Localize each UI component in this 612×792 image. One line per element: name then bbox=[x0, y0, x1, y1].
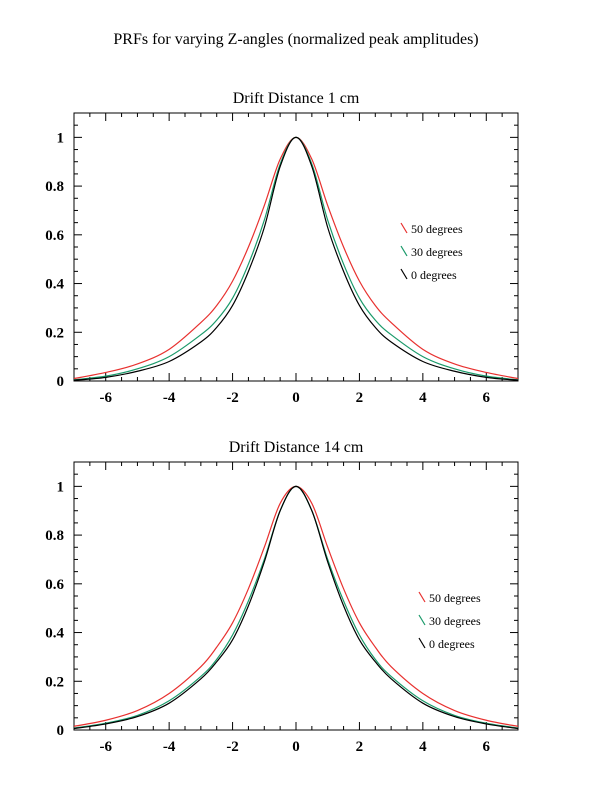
x-tick-label: -2 bbox=[226, 739, 239, 755]
chart-panel-1: Drift Distance 1 cm -6 -4 -2 0 2 4 6 0 0.2 0.4 0.6… bbox=[45, 90, 519, 406]
series-curves bbox=[73, 136, 519, 381]
legend: 50 degrees 30 degrees 0 degrees bbox=[400, 222, 463, 282]
y-tick-label: 0 bbox=[57, 374, 65, 390]
x-tick-label: 6 bbox=[483, 739, 491, 755]
x-tick-label: -6 bbox=[99, 739, 112, 755]
legend-label: 0 degrees bbox=[411, 268, 457, 282]
chart-title: Drift Distance 1 cm bbox=[233, 90, 360, 107]
y-tick-label: 0.2 bbox=[45, 325, 64, 341]
tick-labels: -6 -4 -2 0 2 4 6 0 0.2 0.4 0.6 0.8 1 bbox=[45, 130, 490, 406]
legend-label: 30 degrees bbox=[411, 245, 463, 259]
legend-label: 30 degrees bbox=[429, 614, 481, 628]
series-line bbox=[73, 485, 519, 730]
series-curves bbox=[73, 485, 519, 730]
series-line bbox=[73, 136, 519, 381]
figure-title: PRFs for varying Z-angles (normalized pe… bbox=[113, 31, 478, 48]
legend-swatch bbox=[418, 637, 426, 649]
y-tick-label: 0 bbox=[57, 723, 65, 739]
x-tick-label: 4 bbox=[419, 739, 427, 755]
x-tick-label: 0 bbox=[292, 390, 300, 406]
y-tick-label: 0.4 bbox=[45, 626, 64, 642]
y-tick-label: 1 bbox=[57, 479, 65, 495]
x-tick-label: 0 bbox=[292, 739, 300, 755]
legend-swatch bbox=[400, 222, 408, 234]
x-tick-label: -6 bbox=[99, 390, 112, 406]
y-tick-label: 1 bbox=[57, 130, 65, 146]
x-tick-label: -4 bbox=[163, 390, 176, 406]
tick-labels: -6 -4 -2 0 2 4 6 0 0.2 0.4 0.6 0.8 1 bbox=[45, 479, 490, 755]
legend-label: 0 degrees bbox=[429, 637, 475, 651]
y-tick-label: 0.6 bbox=[45, 577, 64, 593]
y-tick-label: 0.6 bbox=[45, 228, 64, 244]
legend-swatch bbox=[400, 245, 408, 257]
y-tick-label: 0.2 bbox=[45, 674, 64, 690]
x-tick-label: 4 bbox=[419, 390, 427, 406]
chart-panel-2: Drift Distance 14 cm -6 -4 -2 0 2 4 6 0 0.2 0.4 0.… bbox=[45, 439, 519, 755]
series-line bbox=[73, 485, 519, 727]
x-tick-label: 2 bbox=[356, 390, 364, 406]
legend: 50 degrees 30 degrees 0 degrees bbox=[418, 591, 481, 651]
y-tick-label: 0.8 bbox=[45, 528, 64, 544]
axis-ticks bbox=[73, 461, 519, 731]
series-line bbox=[73, 485, 519, 729]
y-tick-label: 0.4 bbox=[45, 277, 64, 293]
axis-ticks bbox=[73, 112, 519, 382]
x-tick-label: -4 bbox=[163, 739, 176, 755]
x-tick-label: 6 bbox=[483, 390, 491, 406]
legend-swatch bbox=[418, 614, 426, 626]
y-tick-label: 0.8 bbox=[45, 179, 64, 195]
legend-label: 50 degrees bbox=[429, 591, 481, 605]
x-tick-label: 2 bbox=[356, 739, 364, 755]
legend-swatch bbox=[400, 268, 408, 280]
x-tick-label: -2 bbox=[226, 390, 239, 406]
chart-title: Drift Distance 14 cm bbox=[229, 439, 364, 456]
legend-label: 50 degrees bbox=[411, 222, 463, 236]
legend-swatch bbox=[418, 591, 426, 603]
